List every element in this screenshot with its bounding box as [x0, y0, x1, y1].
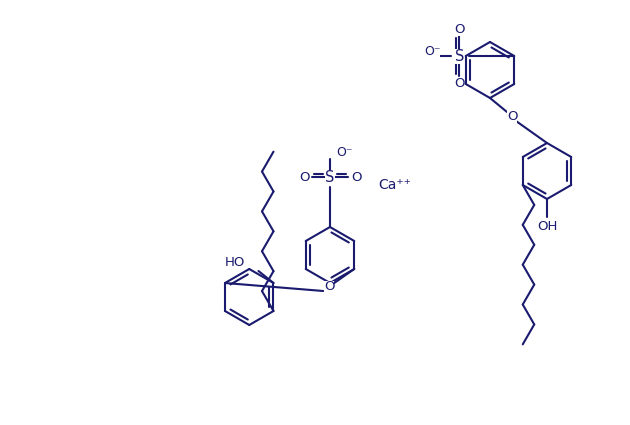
Text: Ca⁺⁺: Ca⁺⁺	[379, 178, 411, 192]
Text: O: O	[507, 110, 517, 122]
Text: S: S	[455, 48, 464, 63]
Text: O: O	[454, 23, 464, 36]
Text: S: S	[325, 170, 335, 184]
Text: HO: HO	[225, 257, 246, 269]
Text: OH: OH	[537, 219, 557, 232]
Text: O⁻: O⁻	[424, 45, 440, 57]
Text: O: O	[324, 280, 335, 294]
Text: O: O	[454, 76, 464, 90]
Text: O: O	[299, 170, 309, 184]
Text: O⁻: O⁻	[336, 145, 353, 159]
Text: O: O	[351, 170, 361, 184]
